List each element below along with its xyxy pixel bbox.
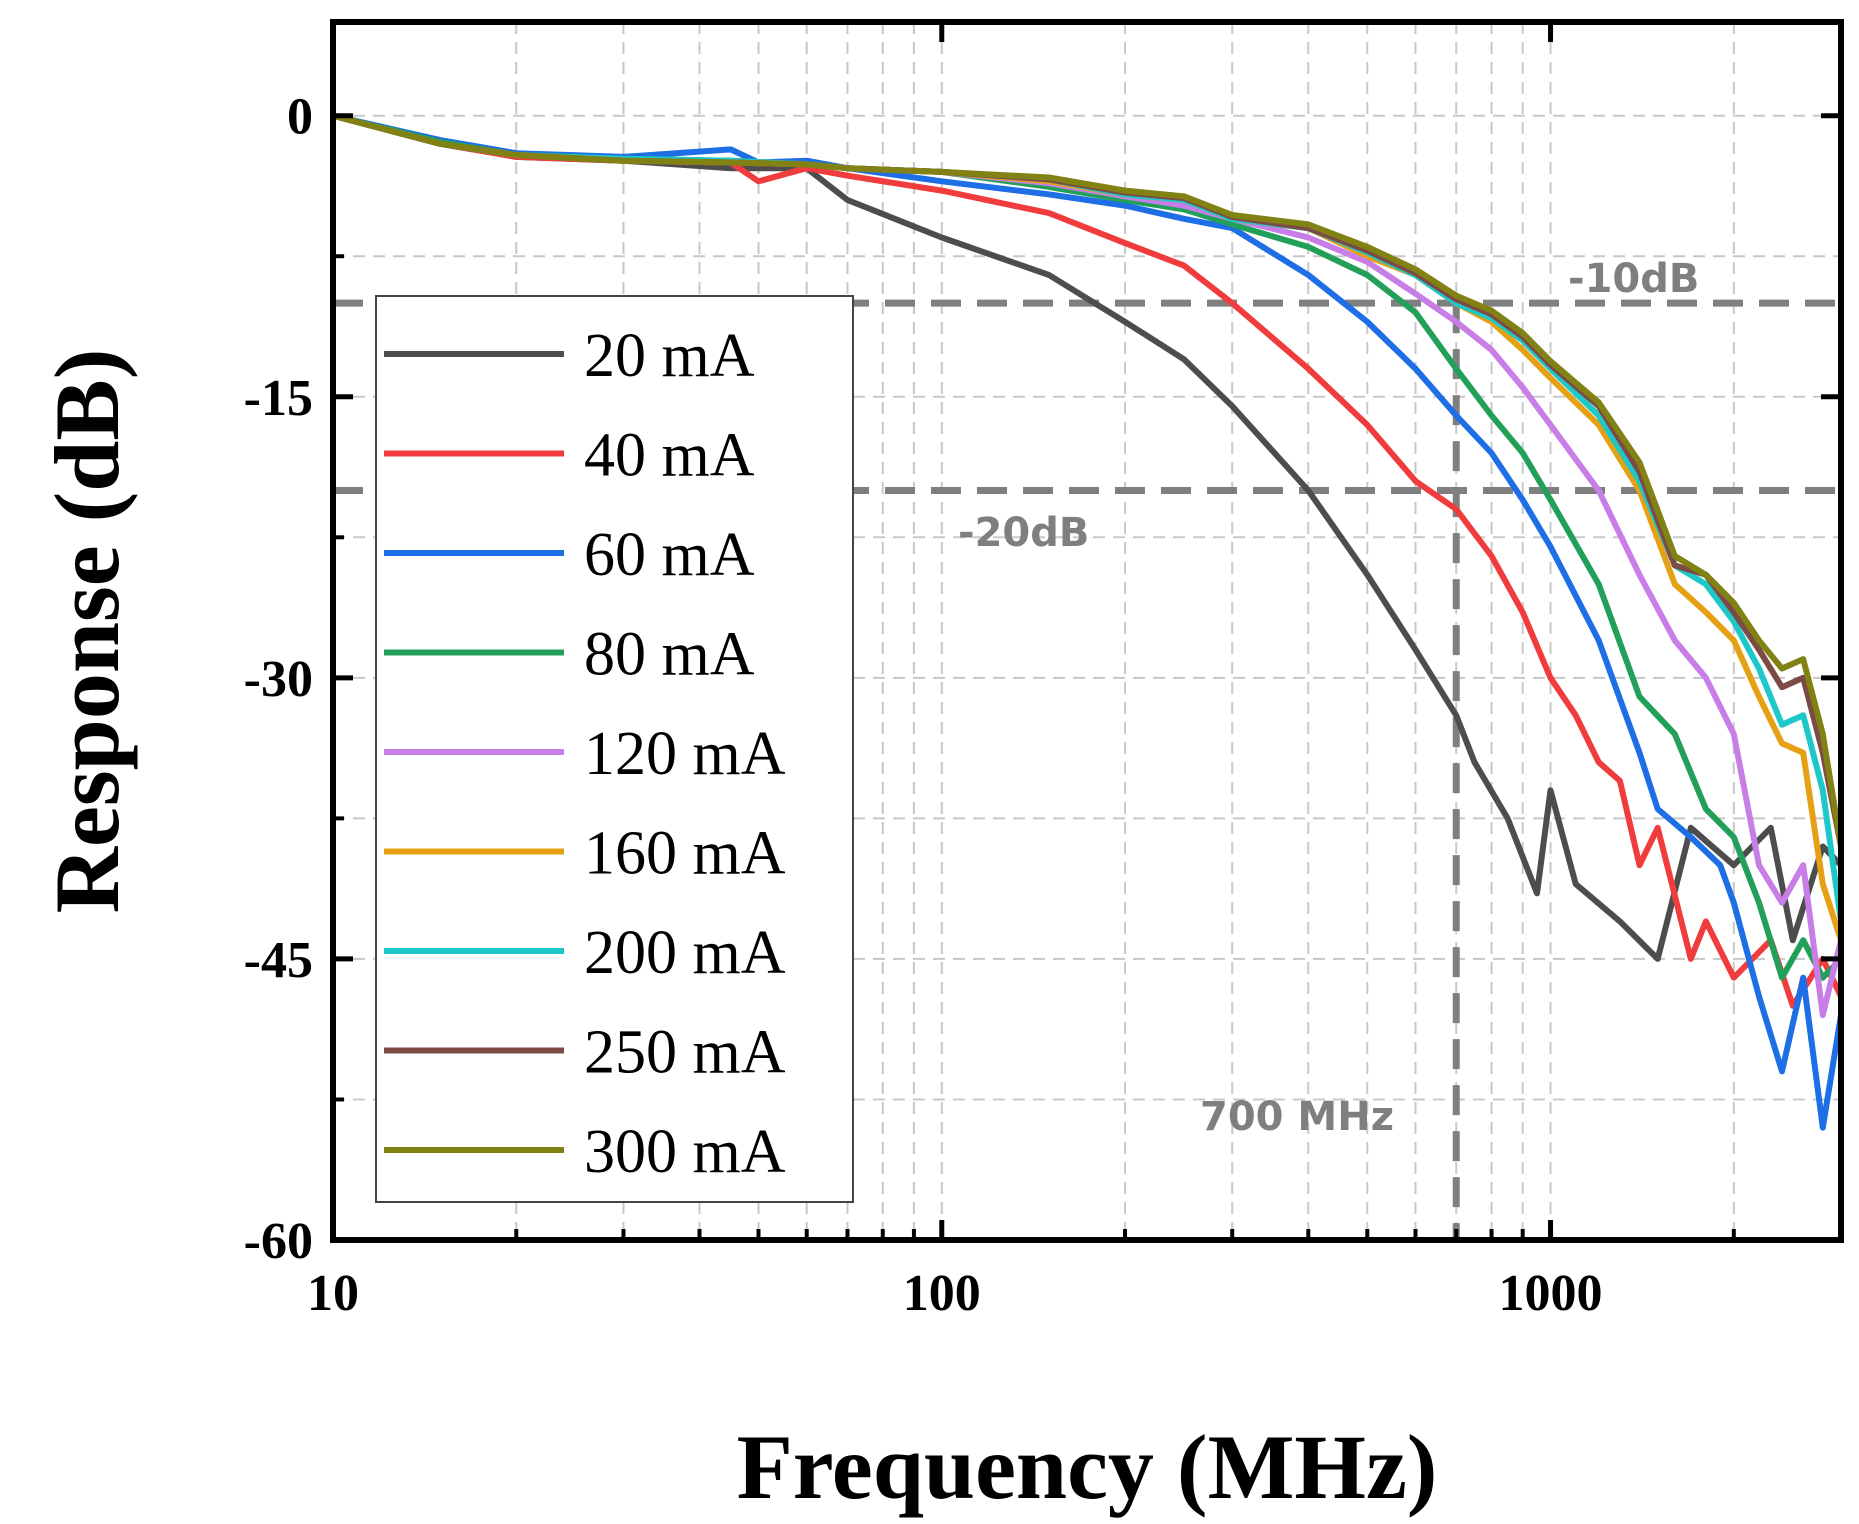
x-tick-label: 10 — [307, 1265, 359, 1322]
x-tick-label: 100 — [903, 1265, 981, 1322]
legend-item: 200 mA — [384, 919, 786, 987]
legend-label: 250 mA — [584, 1019, 786, 1087]
annotation-label: -20dB — [958, 510, 1089, 556]
annotation-label: 700 MHz — [1200, 1094, 1394, 1140]
legend-label: 40 mA — [584, 422, 755, 490]
annotation-label: -10dB — [1568, 256, 1699, 302]
legend-item: 40 mA — [384, 422, 755, 490]
series-line-20-ma — [333, 112, 1841, 962]
y-tick-label: -45 — [244, 932, 313, 989]
plot-frame — [330, 19, 1844, 1243]
axis-ticks: 10 100 1000 0 -15 -30 -45 -60 — [244, 22, 1841, 1322]
legend-item: 60 mA — [384, 521, 755, 589]
legend-label: 200 mA — [584, 919, 786, 987]
series-line-300-ma — [333, 112, 1841, 850]
legend-item: 80 mA — [384, 621, 755, 689]
y-tick-label: -15 — [244, 370, 313, 427]
legend-item: 120 mA — [384, 720, 786, 788]
legend-label: 60 mA — [584, 521, 755, 589]
y-tick-label: 0 — [287, 89, 313, 146]
legend-label: 300 mA — [584, 1118, 786, 1186]
y-tick-label: -30 — [244, 651, 313, 708]
x-tick-label: 1000 — [1499, 1265, 1603, 1322]
legend-label: 80 mA — [584, 621, 755, 689]
legend: 20 mA 40 mA 60 mA 80 mA 120 mA 160 mA 200 mA 25… — [375, 295, 854, 1203]
x-axis-title: Frequency (MHz) — [737, 1416, 1438, 1518]
legend-label: 20 mA — [584, 322, 755, 390]
series-line-40-ma — [333, 112, 1841, 1009]
series-lines — [333, 112, 1841, 1131]
legend-item: 160 mA — [384, 820, 786, 888]
y-tick-label: -60 — [244, 1213, 313, 1270]
annotations: -10dB -20dB 700 MHz — [958, 256, 1699, 1140]
legend-item: 300 mA — [384, 1118, 786, 1186]
y-axis-title: Response (dB) — [36, 349, 138, 914]
legend-item: 20 mA — [384, 322, 755, 390]
legend-item: 250 mA — [384, 1019, 786, 1087]
legend-label: 120 mA — [584, 720, 786, 788]
legend-label: 160 mA — [584, 820, 786, 888]
